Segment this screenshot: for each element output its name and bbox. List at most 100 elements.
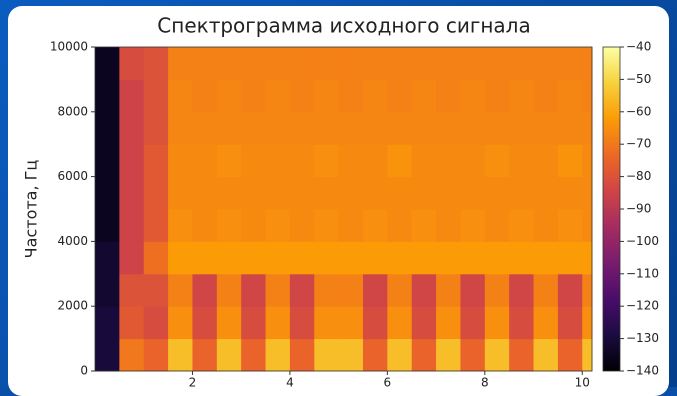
heatmap-cell [265,144,291,178]
heatmap-cell [143,79,169,113]
heatmap-cell [241,306,267,340]
heatmap-cell [289,79,315,113]
y-tick-label: 2000 [57,299,88,313]
heatmap-cell [338,144,364,178]
colorbar-tick-label: −120 [626,299,659,313]
heatmap-cell [289,338,315,372]
heatmap-cell [265,176,291,210]
heatmap-cell [143,338,169,372]
heatmap-cell [557,273,583,307]
heatmap-cell [533,209,559,242]
heatmap-cell [362,111,388,145]
x-tick-label: 8 [481,376,489,388]
heatmap-cell [95,273,120,307]
heatmap-cell [557,338,583,372]
heatmap-cell [460,144,486,178]
colorbar-tick-label: −90 [626,202,651,216]
heatmap-cell [241,47,267,80]
heatmap-cell [436,209,461,242]
heatmap-cell [338,306,364,340]
heatmap-cell [484,79,510,113]
heatmap-cell [289,209,315,242]
heatmap-cell [289,144,315,178]
heatmap-cell [411,241,437,275]
heatmap-cell [314,306,340,340]
heatmap-cell [387,338,413,372]
heatmap-cell [143,47,169,80]
heatmap-cell [484,273,510,307]
heatmap-cell [460,79,486,113]
heatmap-cell [119,47,145,80]
heatmap-cell [387,144,413,178]
heatmap-cell [484,144,510,178]
heatmap-cell [338,111,364,145]
heatmap-cell [582,79,593,113]
heatmap-cell [95,241,120,275]
heatmap-cell [119,273,145,307]
heatmap-cell [289,176,315,210]
heatmap-cell [362,79,388,113]
heatmap-cell [338,79,364,113]
heatmap-cell [241,176,267,210]
heatmap-cell [533,111,559,145]
x-tick-label: 10 [575,376,590,388]
heatmap-cell [216,241,242,275]
heatmap-cell [582,209,593,242]
heatmap-cell [289,241,315,275]
colorbar-tick-label: −70 [626,137,651,151]
heatmap-cell [362,209,388,242]
heatmap-cell [119,176,145,210]
y-tick-label: 0 [80,364,88,378]
heatmap-cell [338,273,364,307]
heatmap-cell [582,176,593,210]
heatmap-cell [143,273,169,307]
heatmap-cell [411,338,437,372]
heatmap-cell [119,306,145,340]
heatmap-cell [582,111,593,145]
x-tick-label: 6 [384,376,392,388]
heatmap-cell [241,241,267,275]
heatmap-cell [533,144,559,178]
heatmap-cell [411,111,437,145]
heatmap-cell [143,111,169,145]
heatmap-cell [436,111,461,145]
colorbar-tick-label: −110 [626,266,659,280]
heatmap-cell [484,111,510,145]
heatmap-cell [143,306,169,340]
heatmap-cell [509,176,535,210]
heatmap-cell [509,79,535,113]
plot-frame [94,46,593,372]
heatmap-cell [484,306,510,340]
heatmap-cell [411,306,437,340]
heatmap-cell [314,176,340,210]
colorbar-tick-label: −100 [626,234,659,248]
heatmap-cell [460,338,486,372]
heatmap-cell [216,47,242,80]
heatmap-cell [362,306,388,340]
heatmap-cell [216,79,242,113]
heatmap-cell [460,209,486,242]
heatmap-cell [143,209,169,242]
heatmap-cell [387,306,413,340]
heatmap-cell [192,209,218,242]
heatmap-cell [387,209,413,242]
heatmap-cell [265,306,291,340]
heatmap-cell [557,209,583,242]
heatmap-cell [533,176,559,210]
heatmap-cell [241,209,267,242]
heatmap-cell [119,111,145,145]
heatmap-cell [460,306,486,340]
heatmap-cell [436,241,461,275]
heatmap-cell [411,144,437,178]
heatmap-cell [533,306,559,340]
heatmap-cell [95,111,120,145]
colorbar-tick-label: −50 [626,72,651,86]
heatmap-cell [411,79,437,113]
heatmap-cell [95,144,120,178]
heatmap-cell [289,111,315,145]
heatmap-cell [119,79,145,113]
heatmap-cell [168,241,193,275]
heatmap-cell [436,306,461,340]
heatmap-cell [338,209,364,242]
heatmap-cell [338,338,364,372]
